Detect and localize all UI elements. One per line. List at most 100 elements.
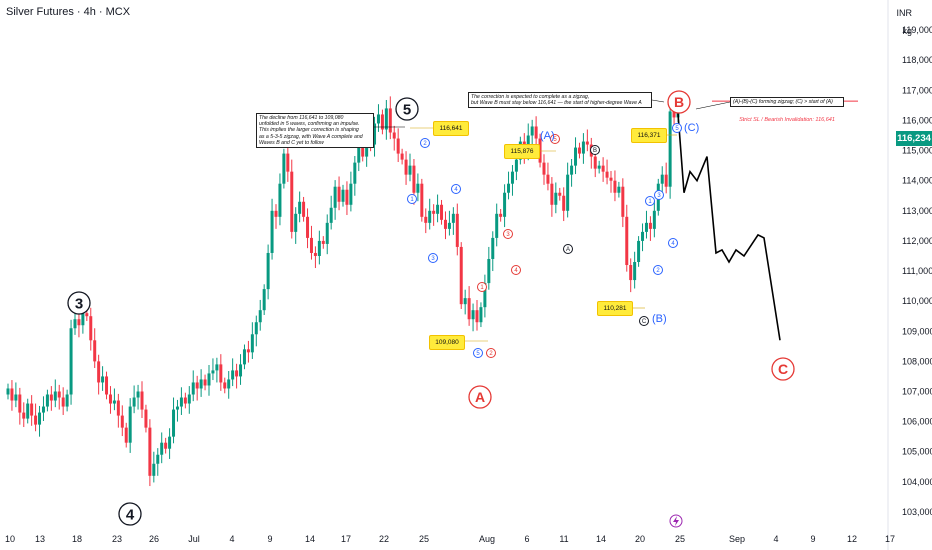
candle-body bbox=[408, 165, 412, 175]
candle-body bbox=[503, 192, 507, 217]
candle-body bbox=[459, 246, 463, 305]
candle-body bbox=[384, 108, 388, 130]
candle-body bbox=[641, 231, 645, 241]
x-tick-label: 14 bbox=[305, 534, 315, 544]
chart-title: Silver Futures · 4h · MCX bbox=[6, 6, 131, 18]
price-tag-109080: 109,080 bbox=[429, 335, 465, 350]
candle-body bbox=[605, 171, 609, 178]
candle-body bbox=[510, 171, 514, 184]
wave-C-label: C bbox=[778, 361, 788, 377]
candle-body bbox=[483, 283, 487, 308]
corrective-wave-number: 4 bbox=[514, 268, 518, 274]
candle-body bbox=[428, 210, 432, 223]
candle-body bbox=[203, 379, 207, 386]
x-tick-label: 11 bbox=[559, 534, 568, 544]
impulse-wave-number-circle bbox=[473, 348, 483, 358]
impulse-wave-number: 1 bbox=[410, 197, 414, 203]
candle-body bbox=[585, 141, 589, 145]
candle-body bbox=[231, 370, 235, 380]
candle-body bbox=[443, 219, 447, 229]
candle-body bbox=[313, 252, 317, 256]
candle-body bbox=[617, 186, 621, 193]
x-tick-label: 17 bbox=[341, 534, 351, 544]
impulse-wave-number-circle bbox=[668, 238, 678, 248]
candle-body bbox=[45, 394, 49, 407]
candle-body bbox=[581, 141, 585, 154]
x-tick-label: Aug bbox=[479, 534, 495, 544]
candle-body bbox=[570, 165, 574, 175]
candle-body bbox=[298, 201, 302, 214]
candle-body bbox=[609, 177, 613, 181]
candle-body bbox=[601, 165, 605, 172]
candle-body bbox=[550, 183, 554, 205]
candle-body bbox=[475, 310, 479, 323]
candle-body bbox=[317, 240, 321, 256]
candle-body bbox=[534, 126, 538, 139]
corrective-wave-number: 2 bbox=[489, 351, 493, 357]
y-tick-label: 117,000 bbox=[902, 85, 932, 95]
impulse-wave-number: 4 bbox=[671, 241, 675, 247]
candle-body bbox=[440, 204, 444, 220]
candle-body bbox=[329, 207, 333, 223]
y-tick-label: 114,000 bbox=[902, 176, 932, 186]
candle-body bbox=[396, 138, 400, 154]
x-tick-label: 9 bbox=[810, 534, 815, 544]
candle-body bbox=[266, 252, 270, 290]
candle-body bbox=[235, 370, 239, 377]
impulse-wave-number-circle bbox=[672, 123, 682, 133]
candle-body bbox=[471, 310, 475, 320]
candle-body bbox=[660, 174, 664, 184]
y-tick-label: 107,000 bbox=[902, 386, 932, 396]
wave-B-minor-label: B bbox=[593, 148, 597, 154]
candle-body bbox=[491, 237, 495, 259]
candle-body bbox=[242, 349, 246, 365]
x-tick-label: 4 bbox=[773, 534, 778, 544]
wave-A-minor-label: A bbox=[566, 247, 570, 253]
candle-body bbox=[420, 183, 424, 217]
structure-note: (A)-(B)-(C) forming zigzag; (C) > start … bbox=[730, 97, 844, 108]
candle-body bbox=[152, 463, 156, 476]
candle-body bbox=[554, 192, 558, 205]
currency-label: INR bbox=[896, 8, 913, 18]
impulse-wave-number-circle bbox=[654, 190, 664, 200]
candle-body bbox=[278, 183, 282, 217]
candle-body bbox=[148, 427, 152, 476]
x-tick-label: Jul bbox=[188, 534, 200, 544]
candle-body bbox=[89, 316, 93, 341]
candle-body bbox=[451, 213, 455, 223]
impulse-wave-number: 1 bbox=[648, 199, 652, 205]
candle-body bbox=[530, 126, 534, 136]
candle-body bbox=[416, 183, 420, 193]
x-tick-label: 9 bbox=[267, 534, 272, 544]
candle-body bbox=[183, 397, 187, 404]
candle-body bbox=[57, 391, 61, 398]
candle-body bbox=[487, 258, 491, 284]
candle-body bbox=[215, 364, 219, 371]
candle-body bbox=[101, 376, 105, 383]
candle-body bbox=[672, 111, 676, 118]
candle-body bbox=[380, 114, 384, 130]
y-tick-label: 110,000 bbox=[902, 296, 932, 306]
candle-body bbox=[542, 162, 546, 175]
wave-A-label-circle bbox=[468, 385, 492, 409]
candle-body bbox=[625, 216, 629, 266]
y-tick-label: 116,000 bbox=[902, 115, 932, 125]
candle-body bbox=[633, 262, 637, 281]
candle-body bbox=[282, 153, 286, 184]
x-tick-label: 10 bbox=[5, 534, 15, 544]
candle-body bbox=[14, 394, 18, 401]
corrective-wave-number-circle bbox=[503, 229, 513, 239]
candle-body bbox=[562, 195, 566, 211]
corrective-wave-number: 5 bbox=[553, 137, 557, 143]
candle-body bbox=[38, 412, 42, 425]
x-tick-label: 18 bbox=[72, 534, 82, 544]
wave-A-paren-label: (A) bbox=[540, 130, 555, 142]
candle-body bbox=[664, 174, 668, 187]
candle-body bbox=[179, 397, 183, 407]
candle-body bbox=[250, 334, 254, 353]
unit-label: kg bbox=[902, 26, 912, 36]
y-tick-label: 119,000 bbox=[902, 25, 932, 35]
wave-C-paren-label: (C) bbox=[684, 122, 699, 134]
candle-body bbox=[648, 222, 652, 229]
